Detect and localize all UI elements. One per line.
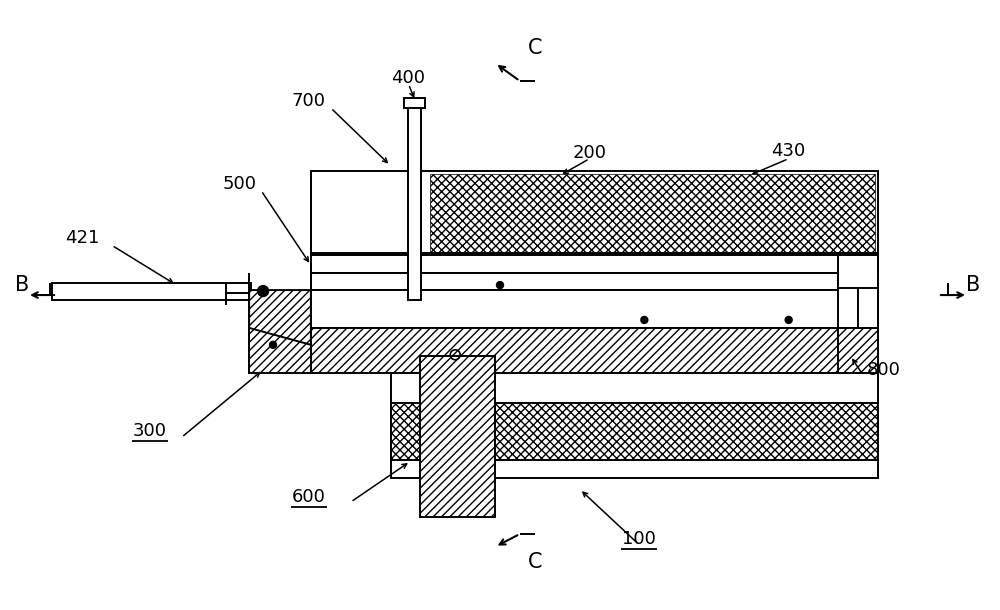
Circle shape xyxy=(641,317,648,323)
Text: C: C xyxy=(528,38,542,58)
Polygon shape xyxy=(249,290,311,345)
Bar xyxy=(420,356,495,517)
Text: C: C xyxy=(528,552,542,572)
Bar xyxy=(408,101,421,300)
Bar xyxy=(311,255,878,273)
Text: 421: 421 xyxy=(65,229,99,247)
Circle shape xyxy=(270,342,277,348)
Bar xyxy=(391,461,878,478)
Circle shape xyxy=(497,282,503,289)
Bar xyxy=(391,403,878,461)
Bar xyxy=(311,171,878,255)
Text: 700: 700 xyxy=(292,92,326,110)
Bar xyxy=(838,255,878,328)
Text: 800: 800 xyxy=(866,361,900,379)
Text: B: B xyxy=(966,275,980,295)
Text: 500: 500 xyxy=(222,174,256,193)
Circle shape xyxy=(258,285,269,296)
Text: 200: 200 xyxy=(573,144,607,162)
Bar xyxy=(430,174,875,253)
Circle shape xyxy=(785,317,792,323)
Bar xyxy=(404,98,425,108)
Text: B: B xyxy=(15,275,29,295)
Bar xyxy=(311,290,878,328)
Bar xyxy=(52,283,251,300)
Text: 300: 300 xyxy=(133,422,167,440)
Text: 400: 400 xyxy=(391,69,425,87)
Bar xyxy=(311,273,838,290)
Text: 600: 600 xyxy=(292,488,326,506)
Bar xyxy=(249,328,878,373)
Text: 430: 430 xyxy=(772,142,806,160)
Bar xyxy=(391,373,878,403)
Text: 100: 100 xyxy=(622,530,656,548)
